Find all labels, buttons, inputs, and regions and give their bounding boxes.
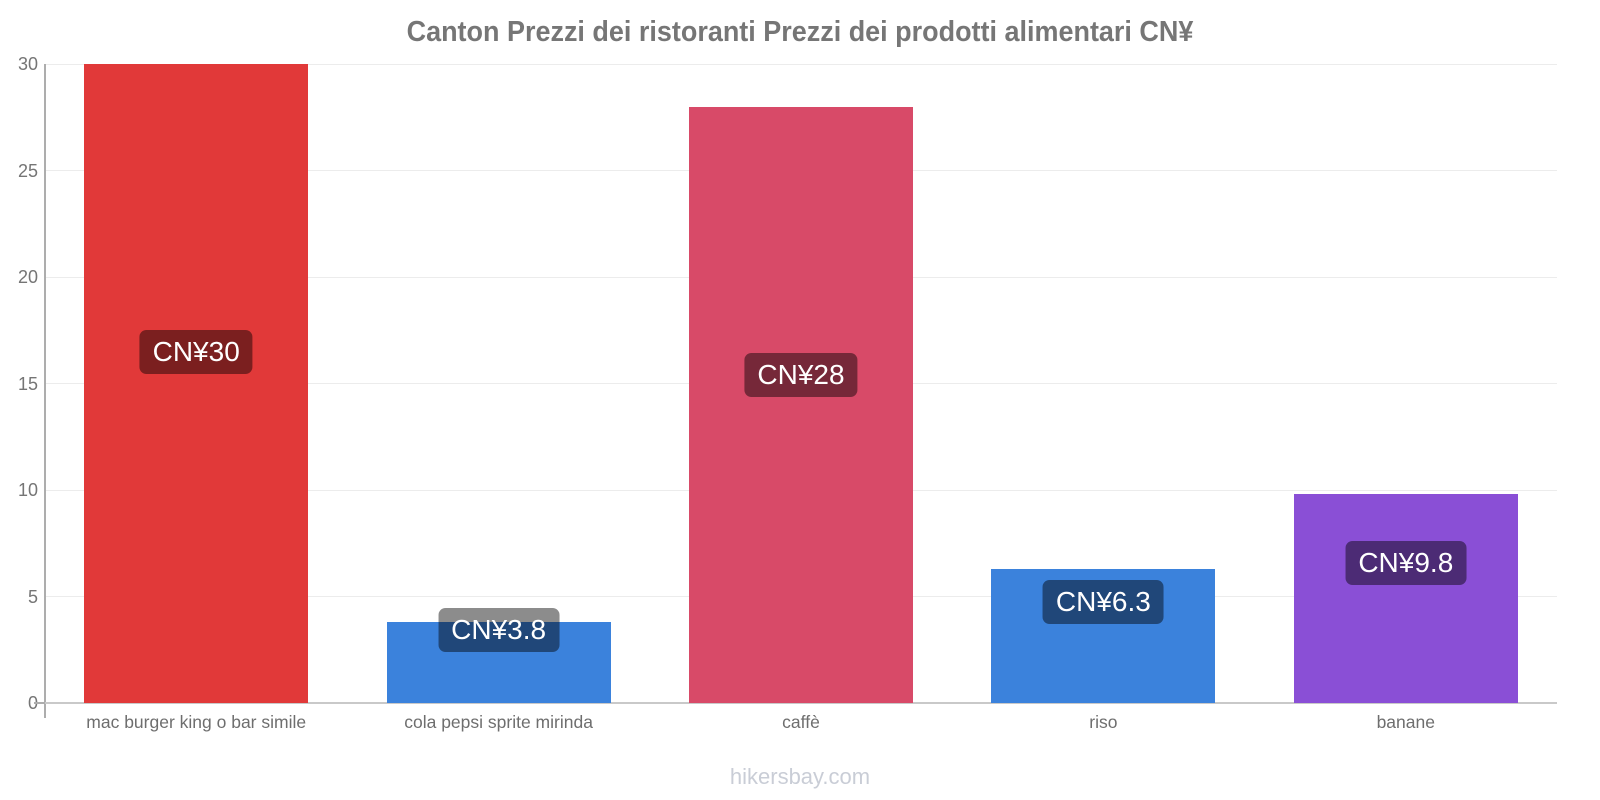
bar-value-badge: CN¥3.8	[438, 608, 560, 653]
bar[interactable]	[689, 106, 913, 703]
chart-title: Canton Prezzi dei ristoranti Prezzi dei …	[0, 16, 1600, 49]
y-tick-label: 25	[17, 160, 38, 181]
bar[interactable]	[84, 64, 309, 703]
y-tick-label: 30	[17, 54, 38, 74]
bar-value-badge: CN¥30	[139, 329, 253, 374]
y-tick-label: 20	[17, 267, 38, 287]
bar-value-badge: CN¥9.8	[1345, 541, 1467, 586]
y-tick-label: 5	[27, 586, 38, 607]
bar-value-badge: CN¥6.3	[1042, 580, 1164, 625]
x-tick-label: riso	[1089, 712, 1118, 732]
x-tick-label: cola pepsi sprite mirinda	[404, 712, 593, 732]
x-axis-line	[45, 702, 1557, 704]
y-axis-line	[44, 64, 46, 718]
bar[interactable]	[1293, 494, 1518, 703]
bar[interactable]	[386, 622, 611, 703]
x-tick-label: caffè	[782, 712, 820, 732]
y-tick-label: 10	[17, 480, 38, 500]
gridline	[45, 63, 1557, 65]
zero-tick	[34, 702, 45, 704]
x-tick-label: banane	[1376, 712, 1435, 732]
x-tick-label: mac burger king o bar simile	[86, 712, 307, 732]
watermark: hikersbay.com	[729, 764, 871, 789]
bar-value-badge: CN¥28	[744, 352, 858, 397]
y-tick-label: 0	[27, 693, 38, 713]
bar[interactable]	[991, 568, 1216, 703]
chart-title-text: Canton Prezzi dei ristoranti Prezzi dei …	[406, 16, 1194, 48]
y-tick-label: 15	[17, 373, 38, 394]
